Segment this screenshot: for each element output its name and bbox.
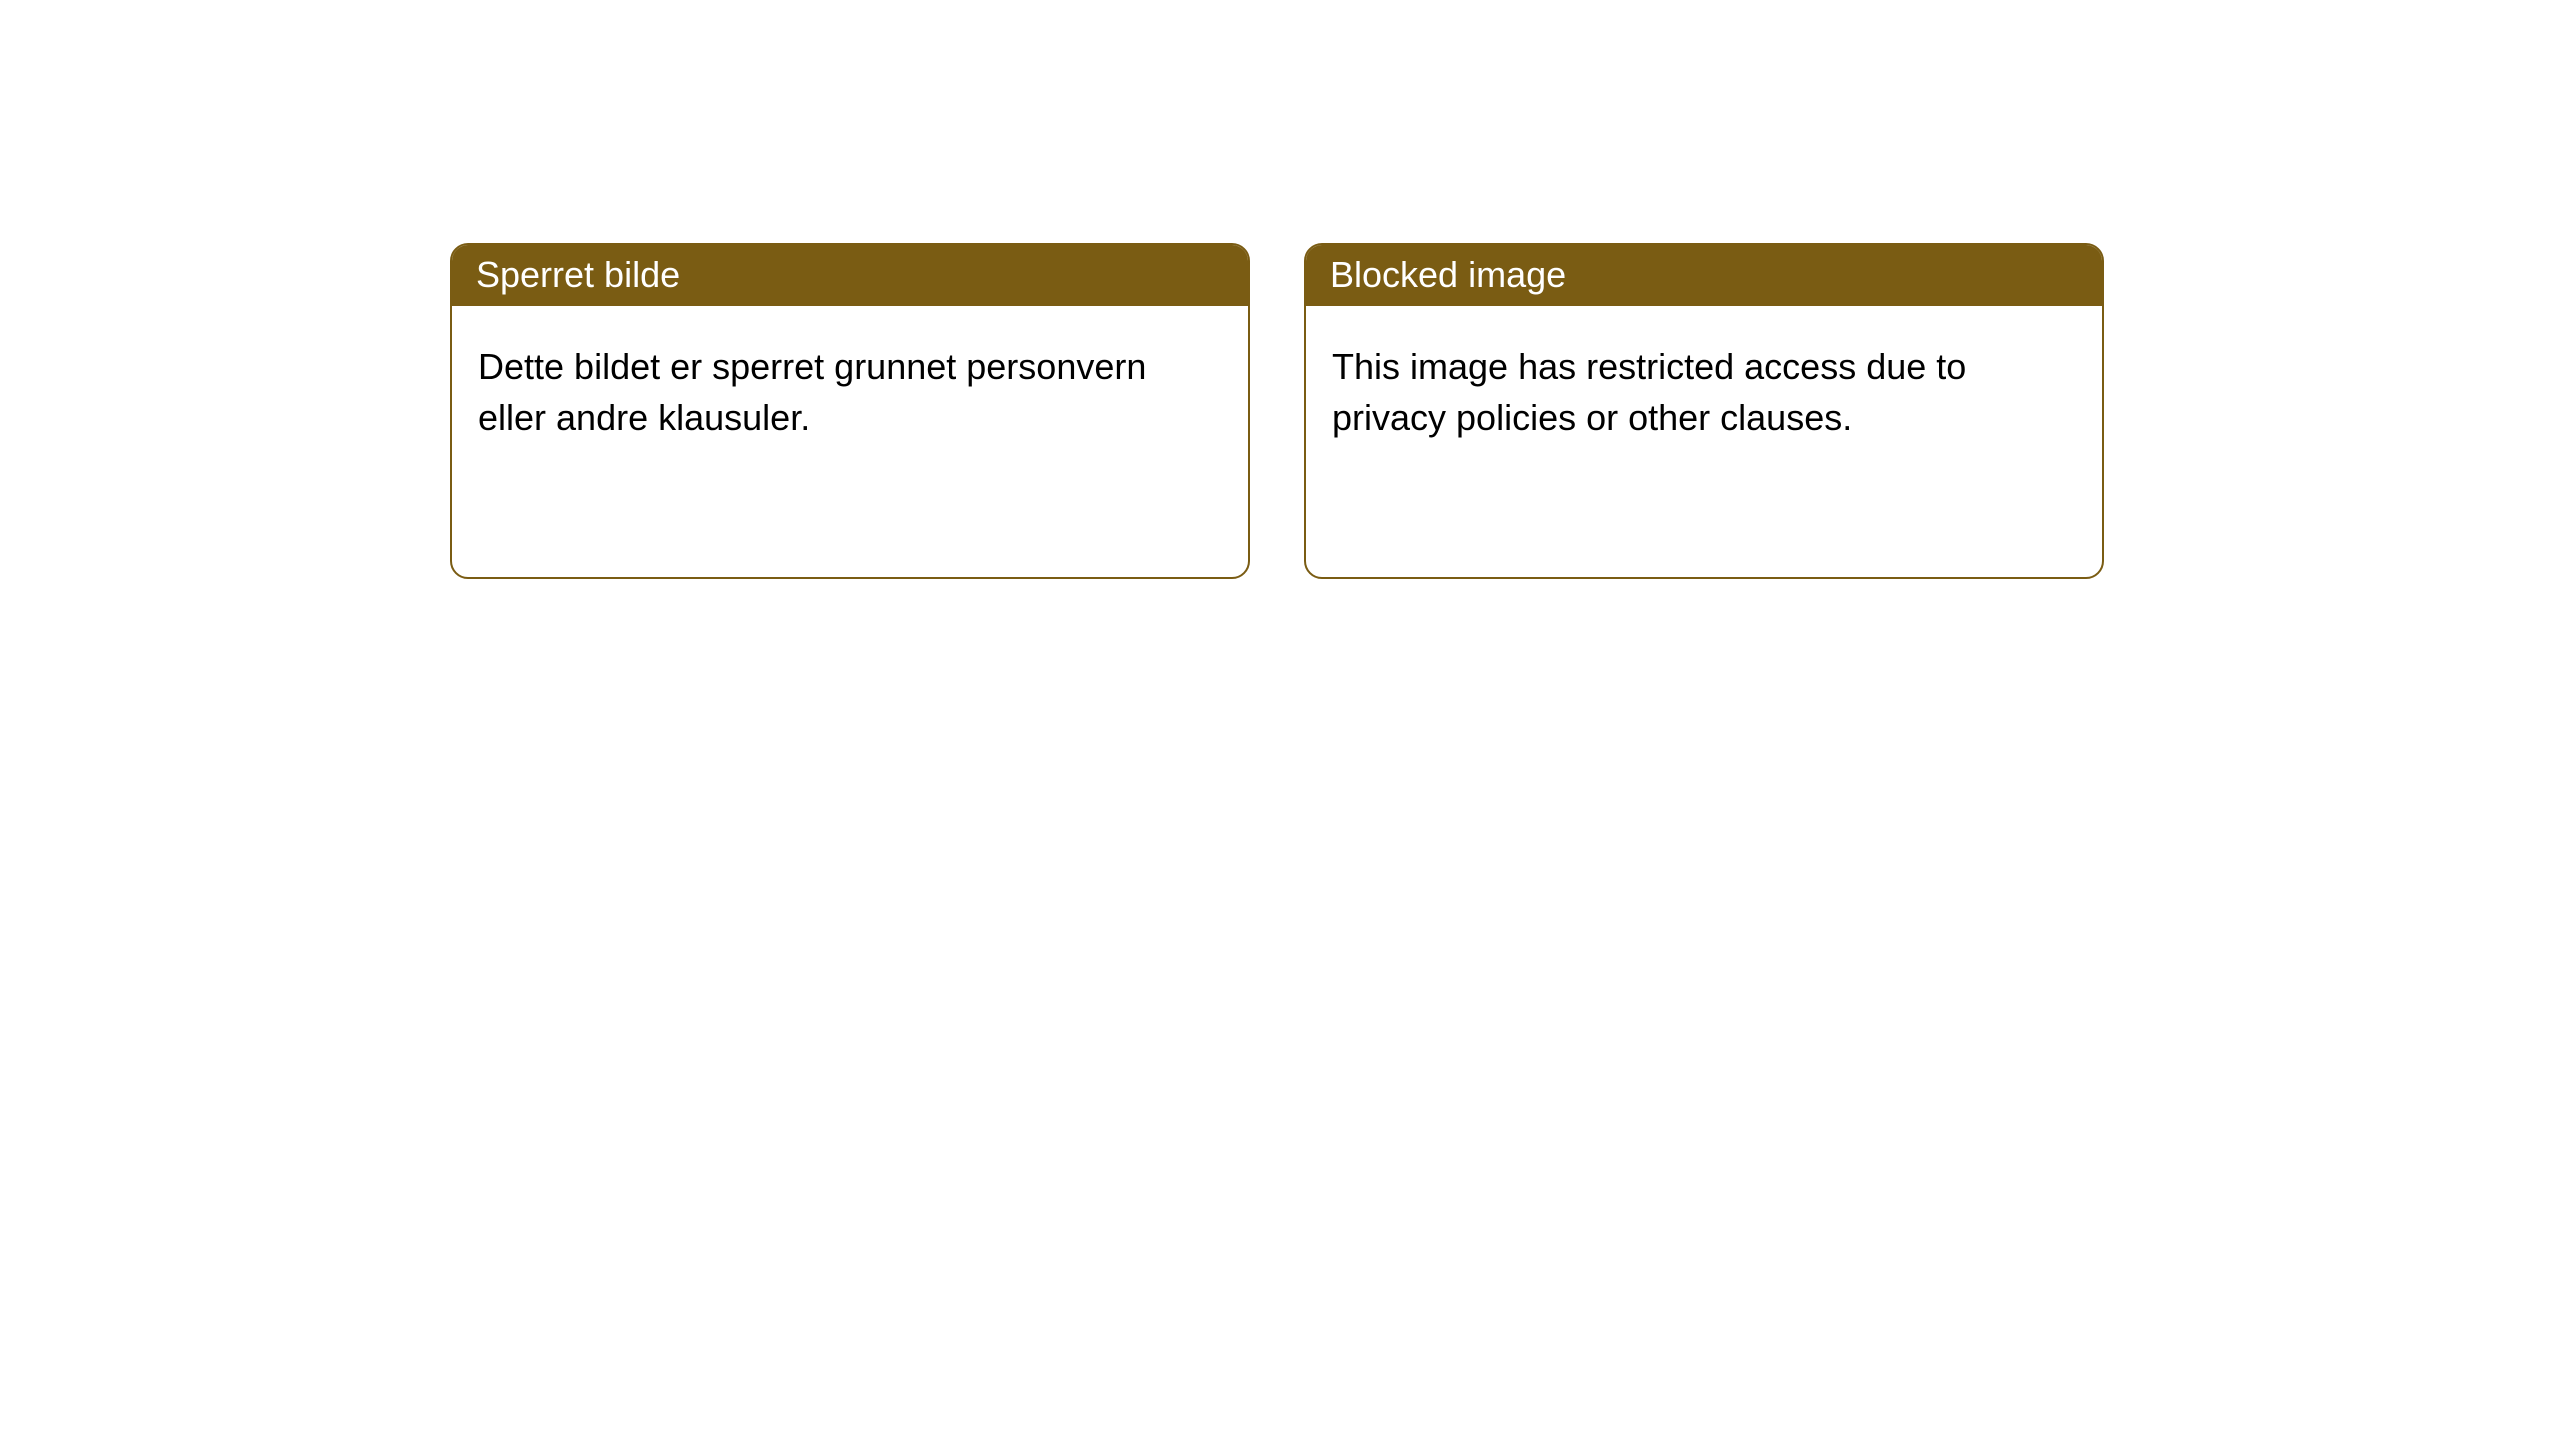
notice-box-norwegian: Sperret bilde Dette bildet er sperret gr…: [450, 243, 1250, 579]
notice-body: Dette bildet er sperret grunnet personve…: [452, 306, 1248, 479]
notice-body-text: Dette bildet er sperret grunnet personve…: [478, 346, 1146, 437]
notice-body: This image has restricted access due to …: [1306, 306, 2102, 479]
notice-title: Sperret bilde: [476, 254, 680, 295]
notice-body-text: This image has restricted access due to …: [1332, 346, 1966, 437]
notice-title: Blocked image: [1330, 254, 1566, 295]
notice-header: Blocked image: [1306, 245, 2102, 306]
notice-container: Sperret bilde Dette bildet er sperret gr…: [0, 0, 2560, 579]
notice-header: Sperret bilde: [452, 245, 1248, 306]
notice-box-english: Blocked image This image has restricted …: [1304, 243, 2104, 579]
